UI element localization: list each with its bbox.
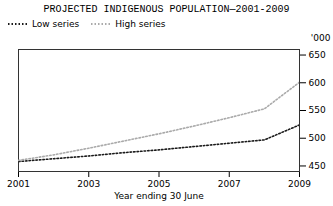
svg-text:450: 450 <box>309 161 326 171</box>
html-text:High series: High series <box>115 19 166 29</box>
svg-text:650: 650 <box>309 50 326 60</box>
svg-text:2005: 2005 <box>148 179 171 189</box>
svg-text:600: 600 <box>309 78 326 88</box>
svg-text:550: 550 <box>309 105 326 115</box>
svg-text:2007: 2007 <box>218 179 241 189</box>
svg-text:2001: 2001 <box>7 179 30 189</box>
svg-text:2003: 2003 <box>77 179 100 189</box>
svg-text:Year ending 30 June: Year ending 30 June <box>113 191 204 201</box>
html-text:PROJECTED INDIGENOUS POPULATIO: PROJECTED INDIGENOUS POPULATION—2001-200… <box>43 4 290 15</box>
svg-text:2009: 2009 <box>288 179 311 189</box>
svg-text:'000: '000 <box>311 33 331 43</box>
svg-text:500: 500 <box>309 133 326 143</box>
html-text:Low series: Low series <box>32 19 80 29</box>
